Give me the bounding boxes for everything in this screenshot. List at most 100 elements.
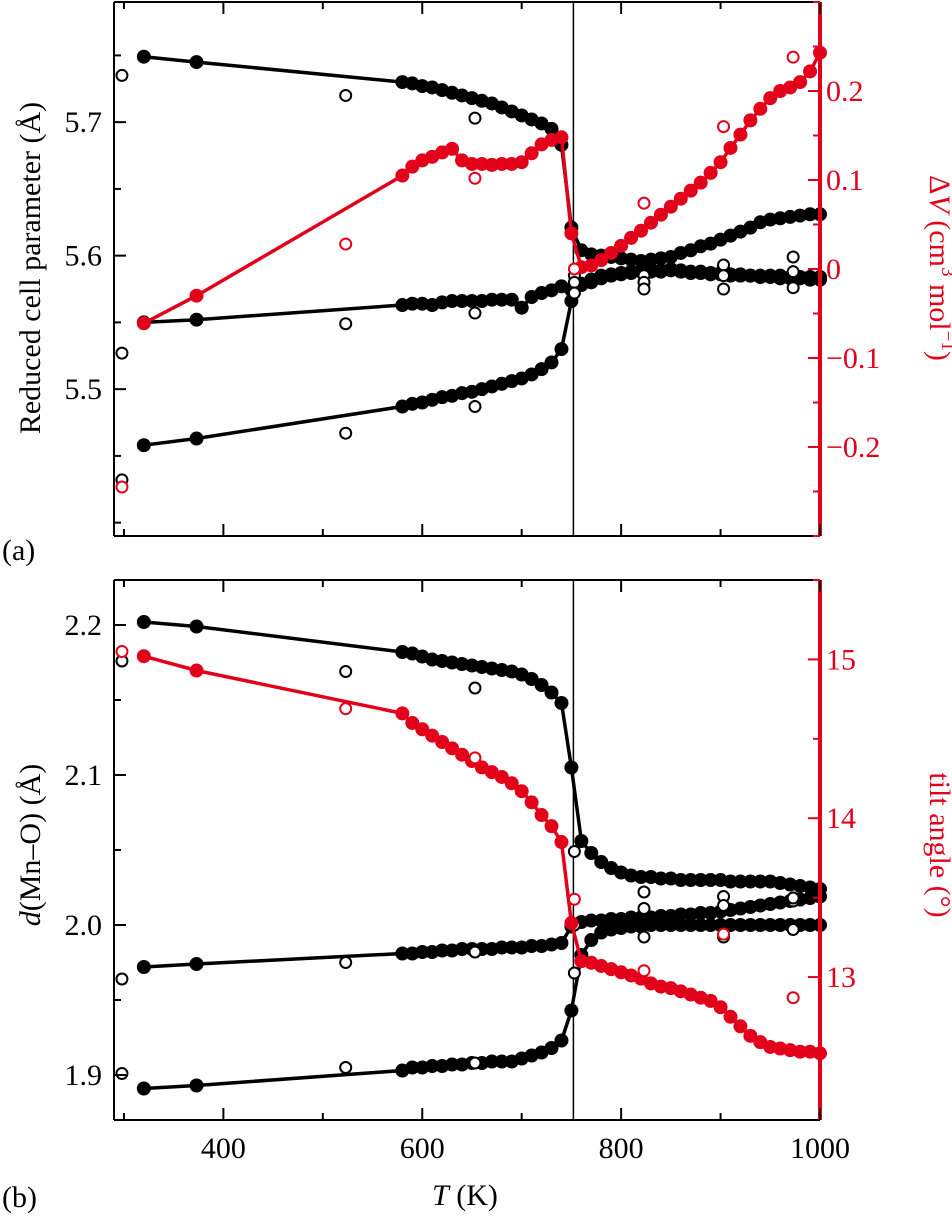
data-point [643, 215, 658, 230]
data-point [614, 238, 629, 253]
data-point [683, 183, 698, 198]
data-point-open [786, 923, 800, 936]
data-point-open [567, 845, 581, 858]
x-tick-label: 1000 [790, 1132, 850, 1165]
y-left-tick-label: 1.9 [65, 1059, 103, 1092]
data-point [564, 760, 579, 775]
data-point-open [717, 927, 731, 941]
data-point [564, 226, 579, 241]
data-point-open [717, 899, 731, 912]
unit-part-3: ) [923, 351, 952, 361]
data-point [189, 957, 204, 971]
y-right-tick-label: −0.2 [826, 431, 880, 464]
data-point [189, 55, 204, 70]
data-point-open [468, 945, 482, 959]
data-point [743, 113, 758, 128]
y-left-tick-label: 5.6 [65, 240, 103, 273]
y-right-tick-label: 0 [826, 253, 841, 286]
data-point [494, 769, 509, 784]
panel-b-label: (b) [2, 1181, 37, 1214]
data-point [763, 91, 778, 106]
y-left-tick-label: 2.0 [65, 909, 103, 942]
data-point [554, 1033, 569, 1048]
data-point-open [786, 250, 800, 264]
series-2 [136, 263, 827, 453]
series-line [142, 51, 822, 325]
temperature-symbol: T [432, 1179, 451, 1212]
data-point [554, 936, 569, 950]
data-point [544, 685, 559, 700]
data-point-open [567, 286, 581, 300]
data-point-open [567, 966, 581, 980]
data-point [136, 316, 151, 331]
data-point-open [786, 991, 800, 1005]
data-point [703, 165, 718, 180]
data-point-open [339, 1061, 353, 1074]
data-point [136, 1081, 151, 1096]
panel-b: 400 600 800 1000 1.9 2.0 2.1 2.2 13 14 15 (b) d(Mn… [2, 579, 952, 1214]
y-left-tick-label: 2.2 [65, 609, 103, 642]
data-point [713, 1000, 728, 1015]
data-point [524, 146, 539, 161]
data-point [554, 835, 569, 850]
panel-a-plot-area [115, 2, 827, 536]
data-point [136, 615, 151, 629]
data-point [604, 245, 619, 260]
data-point [189, 619, 204, 634]
data-point [673, 191, 688, 206]
data-point [663, 199, 678, 214]
data-point-open [468, 111, 482, 125]
data-point [584, 933, 599, 947]
panel-a-ylabel-left: Reduced cell parameter (Å) [14, 102, 47, 434]
data-point [723, 1009, 738, 1024]
data-point [136, 49, 151, 64]
data-point-open [637, 930, 651, 944]
data-point-open [717, 269, 731, 283]
data-point [634, 223, 649, 238]
data-point-open [786, 281, 800, 295]
data-point-open [786, 891, 800, 905]
series-5 [115, 644, 800, 1005]
data-point-open [115, 1067, 129, 1080]
data-point [584, 846, 599, 860]
data-point-open [637, 902, 651, 915]
panel-a-ylabel-right: ΔV (cm3 mol−1) [923, 175, 952, 361]
data-point [793, 75, 808, 90]
data-point-open [637, 964, 651, 978]
data-point [514, 784, 529, 799]
data-point [435, 735, 450, 749]
data-point [514, 155, 529, 170]
data-point-open [637, 282, 651, 296]
data-point [445, 741, 460, 756]
data-point-open [567, 262, 581, 276]
x-tick-label: 400 [201, 1132, 246, 1165]
y-right-tick-label: −0.1 [826, 342, 880, 375]
panel-a-axes: 5.5 5.6 5.7 −0.2 −0.1 0 0.1 0.2 [65, 1, 880, 537]
series-4 [136, 649, 827, 1061]
data-point [713, 155, 728, 170]
data-point [455, 747, 470, 762]
data-point [395, 706, 410, 721]
data-point [524, 795, 539, 810]
data-point [653, 207, 668, 222]
data-point [554, 342, 569, 357]
x-tick-label: 600 [400, 1132, 445, 1165]
data-point-open [717, 282, 731, 296]
y-right-tick-label: 15 [826, 643, 856, 676]
data-point [136, 960, 151, 974]
data-point-open [468, 171, 482, 185]
data-point-open [567, 275, 581, 289]
data-point [703, 993, 718, 1008]
x-axis-label: T (K) [432, 1179, 498, 1212]
data-point [395, 168, 410, 183]
data-point [624, 230, 639, 245]
series-0 [136, 615, 827, 896]
data-point [514, 300, 529, 315]
data-point-open [339, 426, 353, 440]
data-point [733, 1019, 748, 1034]
data-point-open [115, 68, 129, 82]
data-point [723, 140, 738, 155]
panel-b-plot-area [115, 580, 827, 1120]
data-point [544, 355, 559, 370]
